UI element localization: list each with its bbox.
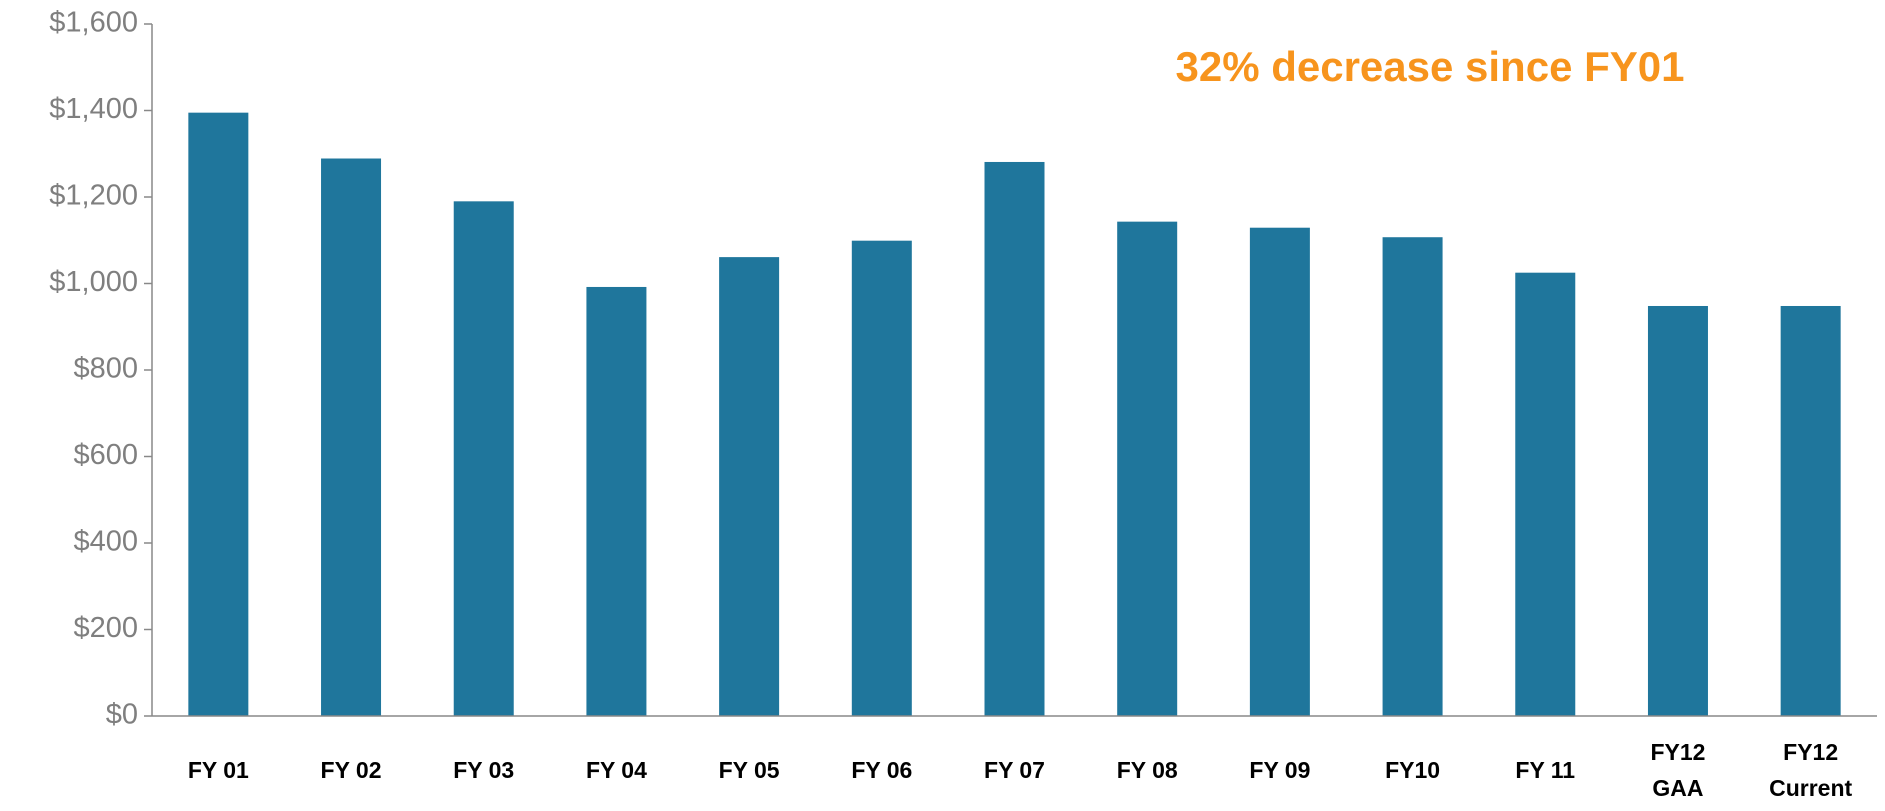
bar (719, 257, 780, 716)
x-tick-label: FY 06 (851, 757, 912, 783)
x-tick-label: FY 11 (1515, 757, 1575, 783)
annotation: 32% decrease since FY01 (1175, 43, 1684, 90)
bar (1780, 305, 1841, 716)
x-tick-label: FY10 (1385, 757, 1440, 783)
x-tick-label: FY 02 (321, 757, 382, 783)
x-tick-label: FY12 GAA (1650, 739, 1705, 801)
bar (1515, 272, 1576, 716)
bar (188, 112, 249, 717)
x-tick-label: FY 04 (586, 757, 647, 783)
y-tick-label: $200 (73, 612, 138, 644)
bar (586, 286, 647, 716)
bar (851, 240, 912, 716)
y-tick-label: $1,000 (49, 266, 138, 298)
x-tick-label: FY 01 (188, 757, 249, 783)
bar (984, 161, 1045, 716)
y-tick-label: $1,200 (49, 180, 138, 212)
x-tick-label: FY 08 (1117, 757, 1178, 783)
bar (1382, 237, 1443, 716)
x-tick-label: FY 03 (453, 757, 514, 783)
x-tick-label: FY 07 (984, 757, 1045, 783)
y-tick-label: $1,600 (49, 7, 138, 39)
bar (1249, 227, 1310, 716)
y-tick-label: $400 (73, 526, 138, 558)
bar (453, 201, 514, 716)
y-tick-label: $800 (73, 353, 138, 385)
y-tick-label: $600 (73, 439, 138, 471)
x-tick-label: FY 05 (719, 757, 780, 783)
bar (1647, 305, 1708, 716)
y-tick-label: $0 (106, 699, 138, 731)
y-tick-label: $1,400 (49, 93, 138, 125)
bar (321, 158, 382, 716)
x-tick-label: FY12 Current (1769, 739, 1852, 801)
x-tick-label: FY 09 (1249, 757, 1310, 783)
bar (1117, 221, 1178, 716)
